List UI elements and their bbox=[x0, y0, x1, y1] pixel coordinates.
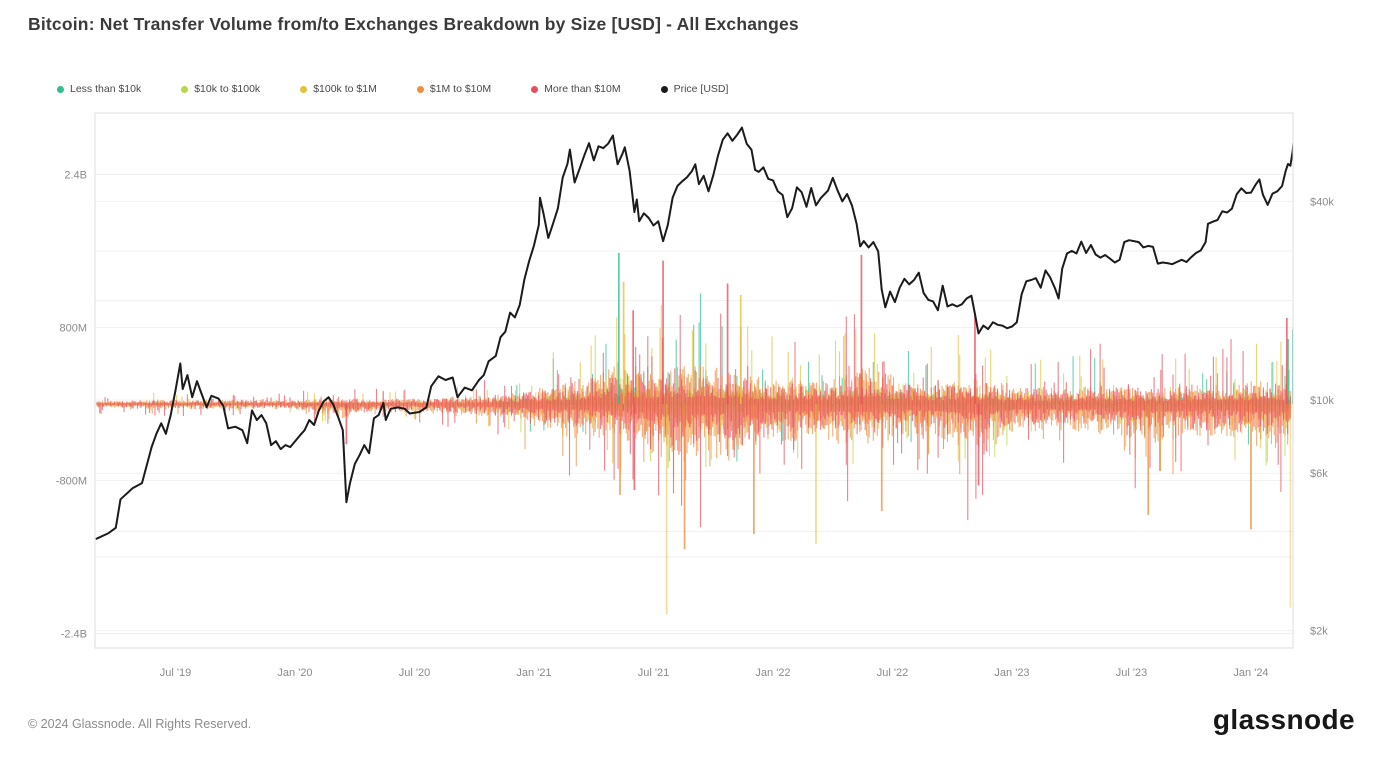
glassnode-logo: glassnode bbox=[1212, 704, 1355, 735]
volume-spikes bbox=[345, 252, 1293, 615]
legend-dot-icon bbox=[300, 85, 308, 93]
y-right-tick: $2k bbox=[1310, 626, 1328, 638]
y-right-tick: $10k bbox=[1310, 395, 1334, 407]
legend-label: Less than $10k bbox=[70, 83, 142, 95]
volume-series-lightgreen bbox=[97, 335, 1291, 468]
legend-item-100k-1m[interactable]: $100k to $1M bbox=[300, 83, 377, 95]
y-right-tick: $6k bbox=[1310, 468, 1328, 480]
legend-dot-icon bbox=[660, 85, 668, 93]
legend-item-price-usd[interactable]: Price [USD] bbox=[660, 83, 729, 95]
x-tick: Jul '19 bbox=[160, 667, 191, 679]
volume-series-red bbox=[96, 313, 1291, 528]
legend-item-10k-100k[interactable]: $10k to $100k bbox=[181, 83, 260, 95]
legend-label: $10k to $100k bbox=[194, 83, 261, 95]
legend-item-less-than-10k[interactable]: Less than $10k bbox=[57, 83, 141, 95]
legend-label: Price [USD] bbox=[673, 83, 729, 95]
x-tick: Jul '20 bbox=[399, 667, 430, 679]
x-tick: Jan '20 bbox=[277, 667, 312, 679]
legend-item-more-than-10m[interactable]: More than $10M bbox=[531, 83, 621, 95]
chart-legend: Less than $10k $10k to $100k $100k to $1… bbox=[57, 83, 728, 95]
page-title: Bitcoin: Net Transfer Volume from/to Exc… bbox=[28, 14, 799, 34]
legend-dot-icon bbox=[181, 85, 189, 93]
x-tick: Jul '23 bbox=[1116, 667, 1147, 679]
x-tick: Jan '23 bbox=[994, 667, 1029, 679]
legend-dot-icon bbox=[416, 85, 424, 93]
price-line bbox=[95, 126, 1293, 540]
axis-labels: 2.4B 800M -800M -2.4B $40k $10k $6k $2k Jul '19 J… bbox=[56, 170, 1335, 680]
volume-series-green bbox=[100, 293, 1291, 462]
volume-bars bbox=[96, 293, 1291, 528]
plot-border bbox=[94, 112, 1294, 649]
y-left-tick: -800M bbox=[56, 476, 87, 488]
legend-label: More than $10M bbox=[544, 83, 621, 95]
y-left-tick: 2.4B bbox=[64, 170, 87, 182]
x-tick: Jul '22 bbox=[877, 667, 908, 679]
legend-dot-icon bbox=[531, 85, 539, 93]
x-tick: Jul '21 bbox=[638, 667, 669, 679]
legend-label: $100k to $1M bbox=[313, 83, 377, 95]
y-right-tick: $40k bbox=[1310, 196, 1334, 208]
y-left-tick: 800M bbox=[59, 323, 87, 335]
x-tick: Jan '24 bbox=[1233, 667, 1268, 679]
legend-label: $1M to $10M bbox=[429, 83, 492, 95]
copyright-text: © 2024 Glassnode. All Rights Reserved. bbox=[28, 717, 252, 731]
legend-dot-icon bbox=[57, 85, 64, 93]
x-tick: Jan '21 bbox=[516, 667, 551, 679]
y-left-tick: -2.4B bbox=[61, 629, 87, 641]
legend-item-1m-10m[interactable]: $1M to $10M bbox=[416, 83, 492, 95]
x-tick: Jan '22 bbox=[755, 667, 790, 679]
